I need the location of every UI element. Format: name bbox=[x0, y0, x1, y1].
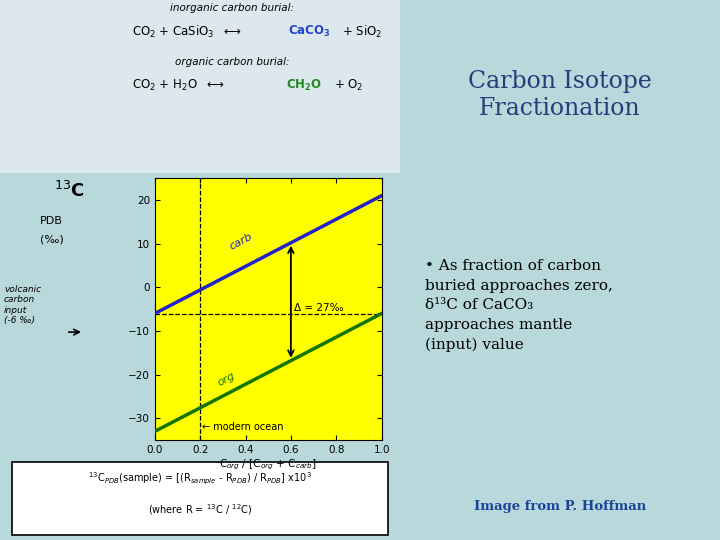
Text: Carbon Isotope
Fractionation: Carbon Isotope Fractionation bbox=[468, 70, 652, 120]
Text: $^{13}$C$_{PDB}$(sample) = [(R$_{sample}$ - R$_{PDB}$) / R$_{PDB}$] x10$^3$: $^{13}$C$_{PDB}$(sample) = [(R$_{sample}… bbox=[88, 471, 312, 487]
Text: ← modern ocean: ← modern ocean bbox=[202, 422, 284, 432]
Text: $\mathbf{CaCO_3}$: $\mathbf{CaCO_3}$ bbox=[288, 24, 330, 39]
Text: volcanic
carbon
input
(-6 ‰): volcanic carbon input (-6 ‰) bbox=[4, 285, 41, 325]
Text: org: org bbox=[216, 370, 237, 388]
Text: inorganic carbon burial:: inorganic carbon burial: bbox=[170, 3, 294, 13]
Text: CO$_2$ + H$_2$O  $\longleftrightarrow$: CO$_2$ + H$_2$O $\longleftrightarrow$ bbox=[132, 78, 224, 93]
Text: Δ = 27‰: Δ = 27‰ bbox=[294, 303, 344, 313]
Text: organic carbon burial:: organic carbon burial: bbox=[174, 57, 289, 67]
Text: carb: carb bbox=[228, 232, 254, 252]
Text: (where R = $^{13}$C / $^{12}$C): (where R = $^{13}$C / $^{12}$C) bbox=[148, 502, 252, 517]
Text: • As fraction of carbon
buried approaches zero,
δ¹³C of CaCO₃
approaches mantle
: • As fraction of carbon buried approache… bbox=[426, 259, 613, 352]
Text: + O$_2$: + O$_2$ bbox=[333, 78, 363, 93]
Text: PDB: PDB bbox=[40, 216, 63, 226]
Bar bbox=[12, 462, 387, 535]
Text: CO$_2$ + CaSiO$_3$  $\longleftrightarrow$: CO$_2$ + CaSiO$_3$ $\longleftrightarrow$ bbox=[132, 24, 241, 40]
Text: Image from P. Hoffman: Image from P. Hoffman bbox=[474, 500, 646, 513]
Text: (‰): (‰) bbox=[40, 235, 63, 245]
Bar bbox=[0, 0, 400, 173]
Text: + SiO$_2$: + SiO$_2$ bbox=[342, 24, 382, 40]
Text: $\mathbf{CH_2O}$: $\mathbf{CH_2O}$ bbox=[286, 78, 322, 93]
X-axis label: C$_{org}$ / [C$_{org}$ + C$_{carb}$]: C$_{org}$ / [C$_{org}$ + C$_{carb}$] bbox=[220, 458, 317, 472]
Text: $^{13}$C: $^{13}$C bbox=[54, 181, 85, 201]
